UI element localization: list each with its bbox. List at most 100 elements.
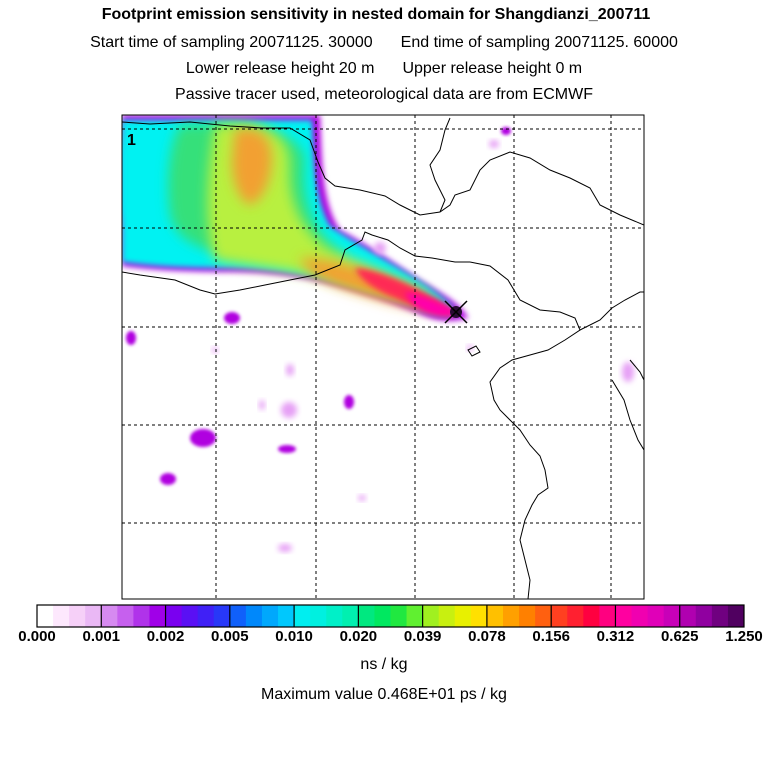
colorbar-cell [438,605,456,627]
colorbar-cell [631,605,649,627]
colorbar-tick-label: 0.001 [82,628,121,645]
faint-blob [622,362,634,382]
colorbar-cell [101,605,118,627]
faint-blob [286,364,294,376]
colorbar-tick-label: 0.000 [18,628,56,645]
colorbar-tick-label: 0.156 [532,628,570,645]
faint-blob [278,544,292,552]
colorbar-cell [53,605,70,627]
lower-height-label: Lower release height 20 m [185,60,375,77]
colorbar-tick-label: 0.002 [146,628,185,645]
receptor-marker [444,300,468,324]
blob [278,445,296,453]
blob [126,331,136,345]
lat-lon-grid [122,115,644,599]
colorbar-cell [326,605,343,627]
faint-blob [489,140,499,148]
island [467,345,481,357]
colorbar-tick-label: 0.625 [660,628,699,645]
colorbar-tick-label: 0.312 [596,628,635,645]
colorbar-cell [37,605,54,627]
colorbar-cell [727,605,745,627]
blob [190,429,216,447]
colorbar-cell [390,605,408,627]
coastline-north [122,121,644,226]
colorbar-cell [647,605,665,627]
panel-number: 1 [127,132,136,149]
map-frame [121,114,645,600]
colorbar-cell [486,605,504,627]
colorbar-cell [695,605,713,627]
colorbar-cell [261,605,279,627]
colorbar-cell [133,605,150,627]
scattered-blobs [126,127,634,552]
coastline-north-inlet [429,117,451,213]
start-time-label: Start time of sampling 20071125. 30000 [90,34,373,51]
colorbar-cell [583,605,600,627]
coastlines [122,117,644,599]
colorbar-cell [181,605,199,627]
colorbar-cell [535,605,552,627]
colorbar-tick-label: 0.039 [403,628,442,645]
faint-blob [259,400,265,410]
colorbar-tick-label: 0.005 [211,628,249,645]
colorbar-frame [36,604,745,628]
colorbar-tick-label: 0.020 [339,628,378,645]
colorbar-cell [229,605,247,627]
coastline-east-2 [629,359,644,381]
blob [344,395,354,409]
colorbar-dividers [100,605,681,627]
colorbar-cell [165,605,183,627]
colorbar-cell [519,605,536,627]
colorbar-cell [567,605,584,627]
colorbar-cell [310,605,327,627]
colorbar-cell [213,605,231,627]
plume-magenta-core [405,292,458,317]
faint-blob [281,402,297,418]
colorbar-tick-label: 0.078 [468,628,506,645]
end-time-label: End time of sampling 20071125. 60000 [400,34,678,51]
colorbar-cell [406,605,424,627]
faint-blob [374,242,386,254]
coastline-bay [579,291,644,331]
plot-title: Footprint emission sensitivity in nested… [101,6,651,23]
colorbar-cell [85,605,102,627]
upper-height-label: Upper release height 0 m [402,60,583,77]
colorbar-cell [278,605,295,627]
colorbar-cell [454,605,472,627]
coastline-peninsula [469,261,581,599]
colorbar-tick-label: 0.010 [275,628,313,645]
sampling-times: Start time of sampling 20071125. 30000 En… [0,34,768,52]
blob [160,473,176,485]
colorbar-cell [117,605,134,627]
colorbar-cells [37,605,745,627]
max-value-label: Maximum value 0.468E+01 ps / kg [261,686,507,703]
colorbar-cell [422,605,440,627]
colorbar-cell [711,605,729,627]
colorbar-cell [342,605,359,627]
plume-orange [232,128,272,205]
colorbar-cell [663,605,681,627]
colorbar-cell [69,605,86,627]
colorbar-cell [599,605,616,627]
colorbar-cell [679,605,697,627]
colorbar-cell [615,605,633,627]
colorbar-cell [374,605,391,627]
release-heights: Lower release height 20 m Upper release h… [0,60,768,78]
coastline-east [611,379,644,451]
plume-layer [122,115,634,552]
tracer-info: Passive tracer used, meteorological data… [175,86,593,103]
colorbar-tick-label: 1.250 [725,628,763,645]
colorbar-cell [294,605,311,627]
coastline-gulf [122,231,470,295]
colorbar-cell [245,605,263,627]
colorbar-cell [551,605,568,627]
colorbar-cell [502,605,520,627]
colorbar-cell [197,605,215,627]
colorbar-cell [358,605,375,627]
colorbar-cell [149,605,167,627]
faint-blob [358,495,366,501]
colorbar-cell [470,605,488,627]
